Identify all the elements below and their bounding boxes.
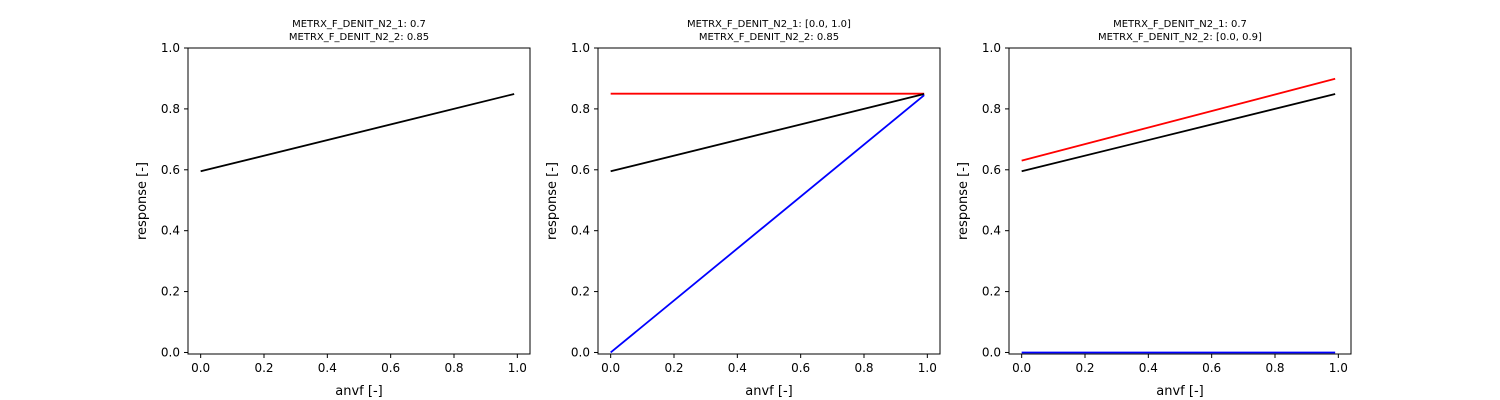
chart-panel-1: 0.0 0.2 0.4 0.6 0.8 1.0 0.0 0.2 0.4 0.6 0.8 1.0 anvf… [135, 19, 531, 399]
x-tick-label: 0.2 [1075, 361, 1094, 375]
chart-title-line-1: METRX_F_DENIT_N2_1: 0.7 [292, 19, 426, 30]
y-tick-label: 0.4 [161, 224, 180, 238]
y-tick-label: 1.0 [161, 41, 180, 55]
series-line-2 [610, 93, 925, 173]
chart-title-line-2: METRX_F_DENIT_N2_2: 0.85 [699, 32, 839, 43]
y-tick-label: 0.8 [161, 102, 180, 116]
y-tick-label: 1.0 [571, 41, 590, 55]
series-line-2 [1021, 93, 1336, 173]
chart-title-line-2: METRX_F_DENIT_N2_2: 0.85 [289, 32, 429, 43]
plot-frame [597, 47, 941, 355]
y-tick-label: 0.2 [161, 285, 180, 299]
x-tick-label: 0.4 [1139, 361, 1158, 375]
series-line-3 [610, 94, 925, 354]
series-line-1 [1021, 77, 1336, 162]
x-tick-label: 0.8 [1265, 361, 1284, 375]
y-tick-label: 0.4 [571, 224, 590, 238]
x-tick-label: 0.2 [254, 361, 273, 375]
y-tick-label: 0.4 [982, 224, 1001, 238]
x-tick-label: 0.6 [1202, 361, 1221, 375]
series-line-1 [200, 93, 515, 173]
y-tick-label: 0.0 [161, 345, 180, 359]
y-tick-label: 0.6 [161, 163, 180, 177]
x-tick-label: 0.0 [1012, 361, 1031, 375]
plot-frame [1008, 47, 1352, 355]
chart-title-line-1: METRX_F_DENIT_N2_1: [0.0, 1.0] [687, 19, 851, 30]
y-axis-label: response [-] [545, 162, 560, 240]
y-tick-label: 1.0 [982, 41, 1001, 55]
y-tick-label: 0.2 [571, 285, 590, 299]
x-axis-label: anvf [-] [1156, 384, 1203, 399]
y-tick-label: 0.0 [571, 345, 590, 359]
chart-title-line-1: METRX_F_DENIT_N2_1: 0.7 [1113, 19, 1247, 30]
y-tick-label: 0.2 [982, 285, 1001, 299]
y-tick-label: 0.6 [571, 163, 590, 177]
chart-title-line-2: METRX_F_DENIT_N2_2: [0.0, 0.9] [1098, 32, 1262, 43]
x-tick-label: 0.4 [728, 361, 747, 375]
x-tick-label: 1.0 [918, 361, 937, 375]
x-tick-label: 0.2 [664, 361, 683, 375]
y-axis-label: response [-] [135, 162, 150, 240]
chart-panel-3: 0.0 0.2 0.4 0.6 0.8 1.0 0.0 0.2 0.4 0.6 0.8 1.0 anvf… [956, 19, 1352, 399]
x-tick-label: 0.4 [318, 361, 337, 375]
x-tick-label: 0.6 [381, 361, 400, 375]
x-tick-label: 0.8 [854, 361, 873, 375]
y-tick-label: 0.6 [982, 163, 1001, 177]
chart-panel-2: 0.0 0.2 0.4 0.6 0.8 1.0 0.0 0.2 0.4 0.6 0.8 1.0 anvf… [545, 19, 941, 399]
x-tick-label: 1.0 [1329, 361, 1348, 375]
y-tick-label: 0.0 [982, 345, 1001, 359]
x-tick-label: 0.0 [191, 361, 210, 375]
x-axis-label: anvf [-] [335, 384, 382, 399]
x-tick-label: 0.8 [444, 361, 463, 375]
y-tick-label: 0.8 [571, 102, 590, 116]
x-axis-label: anvf [-] [745, 384, 792, 399]
y-axis-label: response [-] [956, 162, 971, 240]
x-tick-label: 0.6 [791, 361, 810, 375]
y-tick-label: 0.8 [982, 102, 1001, 116]
x-tick-label: 1.0 [508, 361, 527, 375]
plot-frame [187, 47, 531, 355]
x-tick-label: 0.0 [601, 361, 620, 375]
